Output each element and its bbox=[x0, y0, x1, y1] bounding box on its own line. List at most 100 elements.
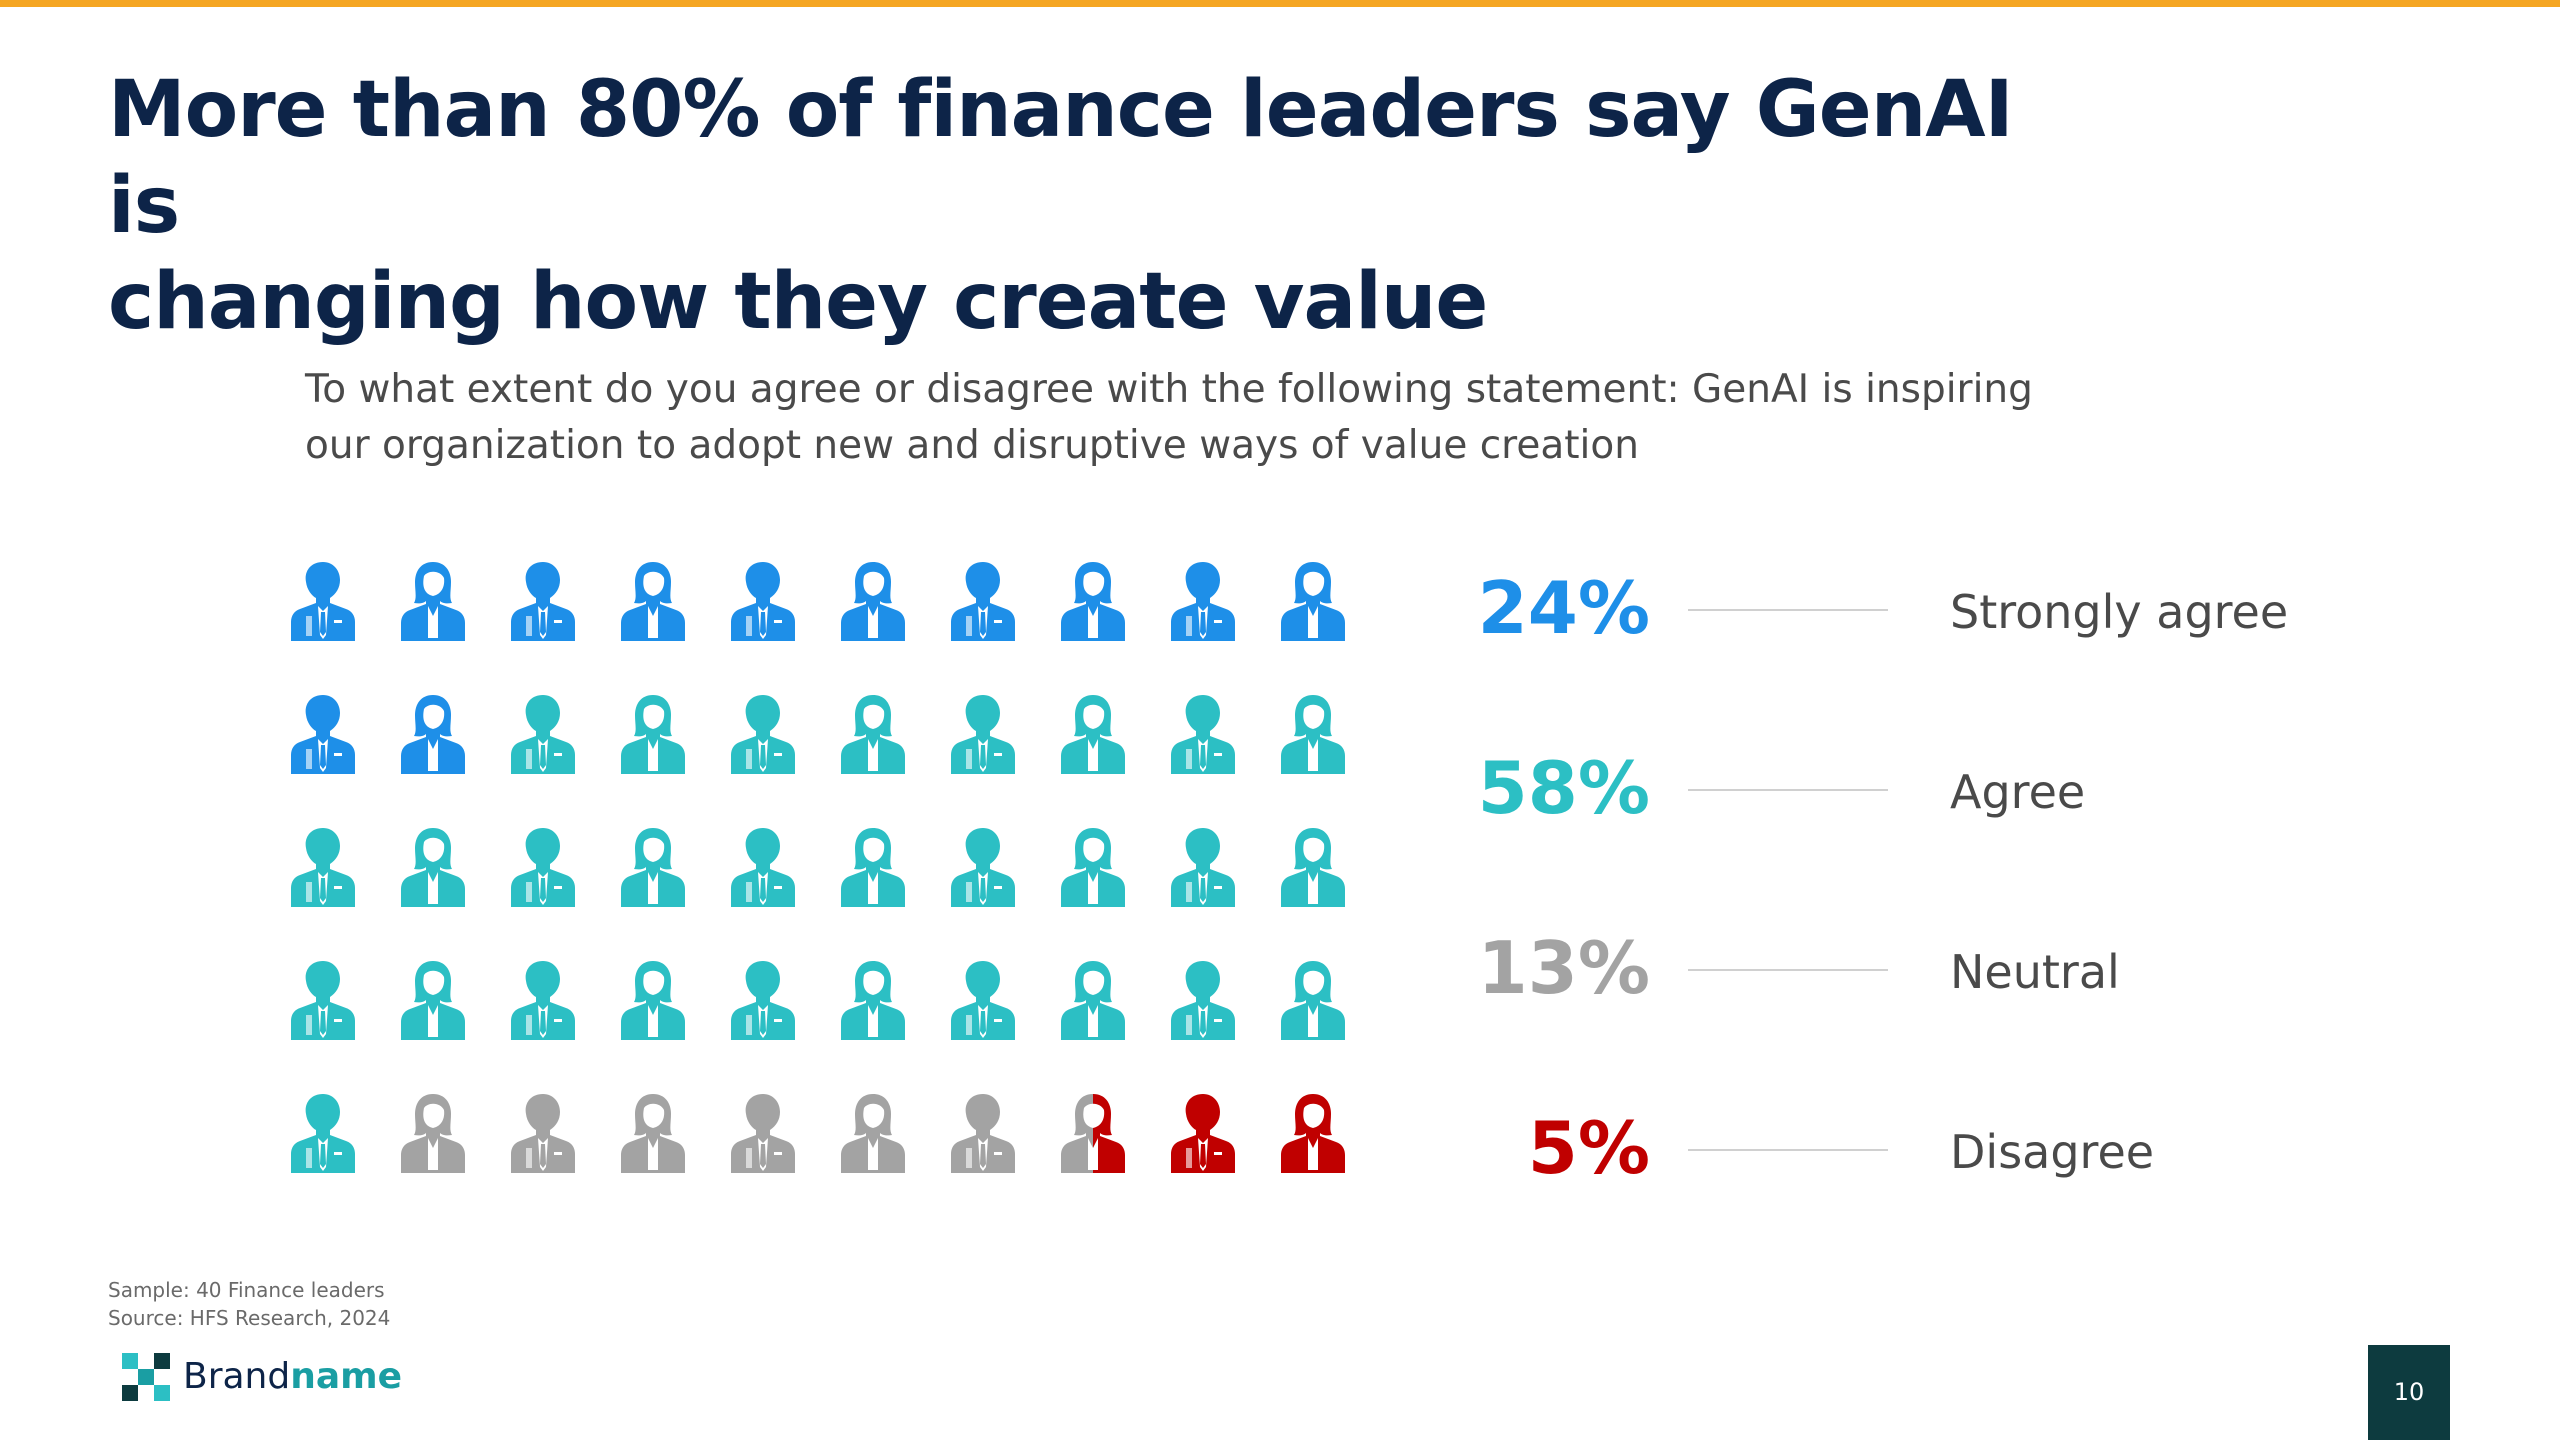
person-icon-shape bbox=[841, 695, 905, 774]
pct-disagree: 5% bbox=[1527, 1106, 1650, 1190]
top-accent-bar bbox=[0, 0, 2560, 7]
person-icon-shape bbox=[1281, 961, 1345, 1040]
person-icon bbox=[1281, 828, 1345, 907]
person-icon-shape bbox=[401, 562, 465, 641]
person-icon bbox=[621, 695, 685, 774]
person-icon-shape bbox=[951, 695, 1015, 774]
sample-note: Sample: 40 Finance leaders bbox=[108, 1278, 385, 1302]
person-icon-shape bbox=[731, 695, 795, 774]
person-icon bbox=[951, 961, 1015, 1040]
person-icon bbox=[731, 1094, 795, 1173]
person-icon bbox=[731, 828, 795, 907]
person-icon-shape bbox=[1061, 695, 1125, 774]
person-icon bbox=[1281, 1094, 1345, 1173]
person-icon-shape bbox=[1061, 828, 1125, 907]
person-icon-shape bbox=[511, 828, 575, 907]
person-icon bbox=[1061, 961, 1125, 1040]
person-icon bbox=[291, 828, 355, 907]
person-icon-shape bbox=[401, 1094, 465, 1173]
person-icon-shape bbox=[951, 961, 1015, 1040]
person-icon bbox=[841, 1094, 905, 1173]
person-icon-shape bbox=[621, 1094, 685, 1173]
label-strongly-agree: Strongly agree bbox=[1950, 585, 2289, 639]
people-pictograph bbox=[291, 562, 1345, 1173]
person-icon bbox=[841, 562, 905, 641]
person-icon-shape bbox=[291, 961, 355, 1040]
leader-line-disagree bbox=[1688, 1149, 1888, 1151]
person-icon bbox=[1061, 828, 1125, 907]
person-icon bbox=[841, 961, 905, 1040]
person-icon bbox=[621, 828, 685, 907]
page-number: 10 bbox=[2368, 1345, 2450, 1440]
person-icon-shape bbox=[1061, 961, 1125, 1040]
person-icon bbox=[951, 562, 1015, 641]
slide-title-line-2: changing how they create value bbox=[108, 257, 1488, 347]
person-icon bbox=[511, 695, 575, 774]
person-icon-shape bbox=[951, 562, 1015, 641]
person-icon-shape bbox=[1171, 695, 1235, 774]
person-icon-shape bbox=[1281, 562, 1345, 641]
brand-name-bold: name bbox=[290, 1356, 403, 1397]
person-icon-shape bbox=[951, 828, 1015, 907]
person-icon-shape bbox=[1281, 695, 1345, 774]
pct-neutral: 13% bbox=[1477, 926, 1650, 1010]
person-icon bbox=[621, 562, 685, 641]
person-icon-shape bbox=[1281, 1094, 1345, 1173]
person-icon bbox=[951, 1094, 1015, 1173]
person-icon bbox=[1281, 562, 1345, 641]
person-icon bbox=[951, 695, 1015, 774]
person-icon-shape bbox=[291, 1094, 355, 1173]
person-icon-shape bbox=[731, 562, 795, 641]
survey-question: To what extent do you agree or disagree … bbox=[305, 362, 2105, 474]
person-icon bbox=[401, 562, 465, 641]
brand-name-light: Brand bbox=[183, 1356, 291, 1397]
person-icon bbox=[951, 828, 1015, 907]
person-icon-shape bbox=[1171, 1094, 1235, 1173]
person-icon bbox=[401, 828, 465, 907]
person-icon bbox=[621, 961, 685, 1040]
person-icon-shape bbox=[841, 828, 905, 907]
person-icon bbox=[1171, 961, 1235, 1040]
person-icon-shape bbox=[841, 961, 905, 1040]
person-icon bbox=[1061, 695, 1125, 774]
person-icon bbox=[621, 1094, 685, 1173]
person-icon bbox=[731, 695, 795, 774]
person-icon-shape bbox=[401, 695, 465, 774]
survey-question-line-2: our organization to adopt new and disrup… bbox=[305, 423, 1639, 468]
person-icon bbox=[291, 1094, 355, 1173]
person-icon-shape bbox=[1171, 961, 1235, 1040]
person-icon bbox=[731, 562, 795, 641]
person-icon-shape bbox=[1281, 828, 1345, 907]
leader-line-agree bbox=[1688, 789, 1888, 791]
leader-line-neutral bbox=[1688, 969, 1888, 971]
person-icon bbox=[841, 695, 905, 774]
source-note: Source: HFS Research, 2024 bbox=[108, 1306, 391, 1330]
person-icon-shape bbox=[1171, 828, 1235, 907]
person-icon bbox=[291, 961, 355, 1040]
person-icon-shape bbox=[621, 828, 685, 907]
leader-line-strongly-agree bbox=[1688, 609, 1888, 611]
pct-strongly-agree: 24% bbox=[1477, 566, 1650, 650]
person-icon-shape bbox=[841, 562, 905, 641]
person-icon-shape bbox=[731, 961, 795, 1040]
person-icon bbox=[401, 695, 465, 774]
person-icon-shape bbox=[621, 961, 685, 1040]
person-icon bbox=[401, 1094, 465, 1173]
person-icon-shape bbox=[511, 695, 575, 774]
person-icon-shape bbox=[401, 961, 465, 1040]
person-icon-shape bbox=[291, 562, 355, 641]
person-icon-shape bbox=[291, 695, 355, 774]
person-icon-shape bbox=[621, 695, 685, 774]
brand-logo-icon bbox=[122, 1353, 170, 1401]
person-icon-shape bbox=[291, 828, 355, 907]
person-icon bbox=[291, 562, 355, 641]
person-icon bbox=[511, 961, 575, 1040]
person-icon-shape bbox=[621, 562, 685, 641]
person-icon-shape bbox=[841, 1094, 905, 1173]
person-icon-shape bbox=[1171, 562, 1235, 641]
person-icon-shape bbox=[511, 1094, 575, 1173]
person-icon bbox=[1281, 695, 1345, 774]
person-icon bbox=[511, 1094, 575, 1173]
person-icon bbox=[1171, 562, 1235, 641]
person-icon bbox=[401, 961, 465, 1040]
